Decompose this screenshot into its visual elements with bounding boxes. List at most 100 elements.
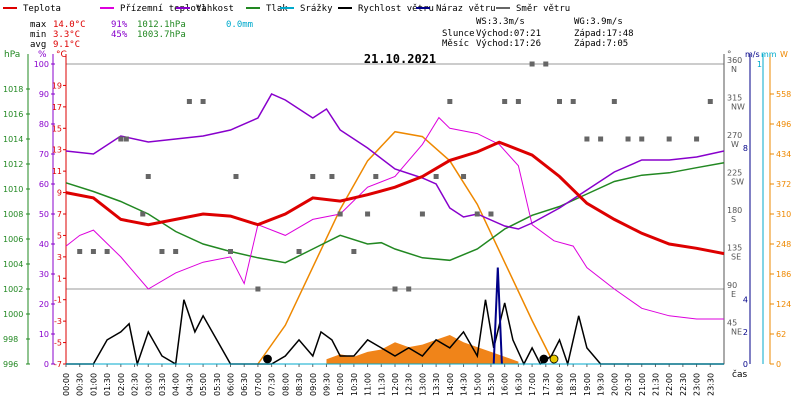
wind-direction-point <box>392 286 398 292</box>
info-sun-rise: Východ:07:21 <box>476 29 541 39</box>
hpa-tick-label: 1006 <box>3 235 23 244</box>
x-tick-label: 05:00 <box>199 373 208 396</box>
info-moon-label: Měsíc <box>442 39 469 49</box>
mm-tick-label: 1 <box>757 60 762 69</box>
w-tick-label: 248 <box>776 240 791 249</box>
info-moon-set: Západ:7:05 <box>574 39 628 49</box>
degc-tick-label: -7 <box>54 360 62 369</box>
x-tick-label: 20:00 <box>610 373 619 396</box>
x-tick-label: 15:00 <box>473 373 482 396</box>
x-tick-label: 23:00 <box>693 373 702 396</box>
hpa-tick-label: 1002 <box>3 285 23 294</box>
wind-direction-point <box>337 211 343 217</box>
degc-tick-label: -1 <box>54 296 62 305</box>
w-tick-label: 62 <box>776 330 786 339</box>
pct-tick-label: 30 <box>39 270 49 279</box>
ms-tick-label: 0 <box>743 360 748 369</box>
series-layer <box>65 61 725 367</box>
wind-direction-point <box>419 211 425 217</box>
x-tick-label: 16:00 <box>501 373 510 396</box>
wind-direction-point <box>515 99 521 104</box>
x-tick-label: 18:30 <box>569 373 578 396</box>
degc-tick-label: 3 <box>57 253 62 262</box>
degc-tick-label: -5 <box>54 339 62 348</box>
wind-direction-point <box>159 249 165 254</box>
x-tick-label: 05:30 <box>213 373 222 396</box>
pct-axis-unit: % <box>38 50 47 60</box>
x-tick-label: 19:00 <box>583 373 592 396</box>
x-tick-label: 08:30 <box>295 373 304 396</box>
wind-direction-point <box>598 136 604 142</box>
pct-tick-label: 50 <box>39 210 49 219</box>
wind-direction-point <box>296 249 302 254</box>
x-tick-label: 22:30 <box>679 373 688 396</box>
x-tick-label: 18:00 <box>556 373 565 396</box>
legend-item-label: Rychlost větru <box>358 4 434 14</box>
stats-max-temp: 14.0°C <box>53 20 86 30</box>
stats-max-hum: 91% <box>111 20 128 30</box>
degc-tick-label: 9 <box>57 189 62 198</box>
hpa-tick-label: 996 <box>3 360 18 369</box>
degc-tick-label: -3 <box>54 317 62 326</box>
x-tick-label: 12:00 <box>391 373 400 396</box>
x-tick-label: 03:30 <box>158 373 167 396</box>
series-temperature <box>65 140 725 256</box>
wind-direction-point <box>365 211 371 217</box>
legend-item-label: Náraz větru <box>436 4 496 14</box>
wind-direction-point <box>186 99 192 104</box>
x-tick-label: 19:30 <box>597 373 606 396</box>
wind-direction-point <box>543 61 549 67</box>
sunset-marker <box>549 354 559 364</box>
legend-item-label: Tlak <box>266 4 288 14</box>
degc-tick-label: 11 <box>52 167 62 176</box>
series-wind-speed <box>66 299 724 367</box>
wind-direction-point <box>707 99 713 104</box>
dir-tick-label: 135 <box>727 244 742 253</box>
stats-max-press: 1012.1hPa <box>137 20 186 30</box>
x-tick-label: 21:00 <box>638 373 647 396</box>
x-tick-label: 12:30 <box>405 373 414 396</box>
dir-tick-label: 90 <box>727 281 737 290</box>
wind-direction-point <box>123 136 129 142</box>
wind-direction-point <box>329 174 335 179</box>
degc-tick-label: 5 <box>57 231 62 240</box>
wind-direction-point <box>233 174 239 179</box>
info-sun-set: Západ:17:48 <box>574 29 634 39</box>
wind-direction-point <box>433 174 439 179</box>
pct-tick-label: 40 <box>39 240 49 249</box>
wind-direction-point <box>310 174 316 179</box>
rise-marker <box>539 354 549 364</box>
x-tick-label: 22:00 <box>665 373 674 396</box>
x-tick-label: 06:00 <box>227 373 236 396</box>
dir-axis-unit: ° <box>727 50 732 60</box>
plot-frame <box>65 63 725 365</box>
pct-tick-label: 20 <box>39 300 49 309</box>
x-tick-label: 04:30 <box>185 373 194 396</box>
dir-tick-compass: S <box>731 215 736 224</box>
info-ws: WS:3.3m/s <box>476 17 525 27</box>
x-tick-label: 20:30 <box>624 373 633 396</box>
wind-direction-point <box>447 99 453 104</box>
wind-direction-point <box>625 136 631 142</box>
degc-tick-label: 15 <box>52 124 62 133</box>
wind-direction-point <box>529 61 535 67</box>
x-tick-label: 11:30 <box>377 373 386 396</box>
x-tick-label: 21:30 <box>651 373 660 396</box>
x-tick-label: 02:30 <box>131 373 140 396</box>
wind-direction-point <box>255 286 261 292</box>
wind-direction-point <box>557 99 562 104</box>
x-axis-label: čas <box>732 369 747 380</box>
hpa-tick-label: 1014 <box>3 135 23 144</box>
dir-tick-compass: W <box>731 140 739 149</box>
dir-tick-label: 315 <box>727 94 742 103</box>
wind-direction-point <box>145 174 151 179</box>
pct-tick-label: 70 <box>39 150 49 159</box>
degc-tick-label: 17 <box>52 103 62 112</box>
hpa-axis-unit: hPa <box>4 50 20 60</box>
series-ground-temp <box>65 116 724 320</box>
ms-tick-label: 8 <box>743 144 748 153</box>
w-axis-unit: W <box>780 50 788 59</box>
w-tick-label: 124 <box>776 300 791 309</box>
